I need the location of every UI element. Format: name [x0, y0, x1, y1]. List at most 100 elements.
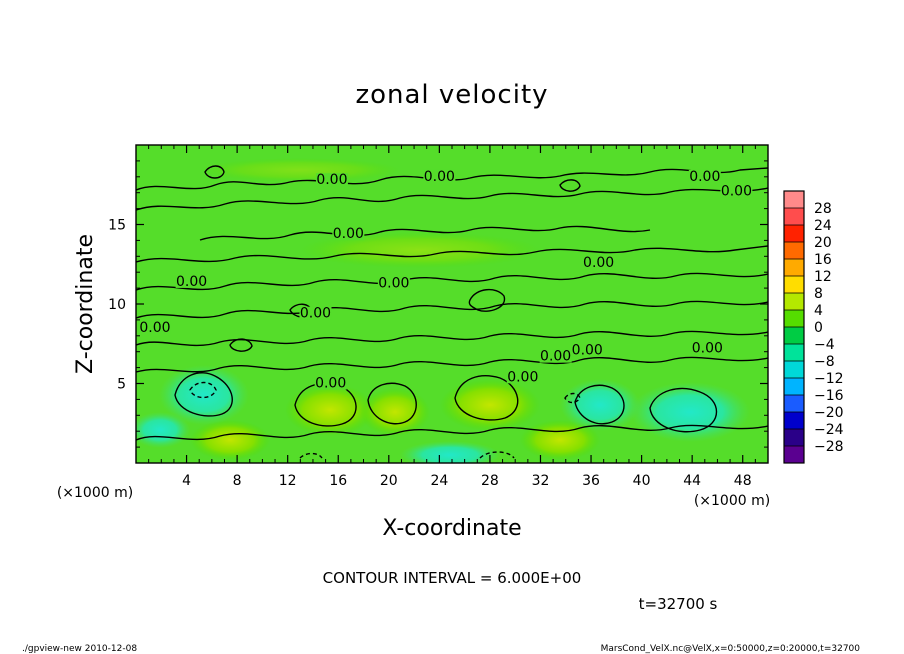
contour-line [136, 187, 768, 211]
contour-line [454, 375, 519, 421]
contour-label: 0.00 [689, 169, 720, 185]
contour-line [136, 424, 768, 441]
contour-line [299, 452, 323, 459]
colorbar-swatch [784, 395, 804, 413]
x-tick-label: 24 [430, 473, 448, 489]
colorbar-label: 12 [814, 269, 832, 285]
chart-title: zonal velocity [355, 80, 548, 110]
contour-label: 0.00 [176, 274, 207, 290]
contour-line [136, 300, 768, 319]
contour-label: 0.00 [300, 306, 331, 322]
positive-anomaly [300, 232, 540, 268]
colorbar-label: −12 [814, 371, 844, 387]
contour-label-bg [582, 255, 615, 269]
colorbar-label: −16 [814, 388, 844, 404]
x-tick-label: 36 [582, 473, 600, 489]
colorbar-swatch [784, 344, 804, 362]
x-tick-label: 16 [329, 473, 347, 489]
y-tick-label: 5 [117, 377, 126, 393]
colorbar-label: −4 [814, 337, 835, 353]
colorbar-swatch [784, 446, 804, 464]
positive-anomaly [440, 379, 540, 431]
contour-label-bg [332, 227, 365, 241]
colorbar-swatch [784, 361, 804, 379]
colorbar-swatch [784, 429, 804, 447]
x-tick-label: 12 [279, 473, 297, 489]
x-tick-label: 20 [380, 473, 398, 489]
contour-label: 0.00 [378, 276, 409, 292]
positive-anomaly [200, 158, 400, 182]
colorbar-label: −8 [814, 354, 835, 370]
contour-label-bg [175, 274, 208, 288]
contour-label: 0.00 [692, 341, 723, 357]
x-axis-unit: (×1000 m) [57, 485, 133, 501]
negative-anomaly [159, 365, 249, 425]
contour-line [294, 382, 357, 427]
x-tick-label: 4 [182, 473, 191, 489]
y-tick-label: 10 [108, 297, 126, 313]
contour-label: 0.00 [721, 183, 752, 199]
x-tick-label: 48 [734, 473, 752, 489]
contour-line [559, 179, 581, 192]
negative-anomaly [136, 412, 190, 448]
contour-line [574, 384, 625, 425]
colorbar-swatch [784, 259, 804, 277]
positive-anomaly [190, 420, 270, 460]
colorbar-label: 24 [814, 218, 832, 234]
contour-label: 0.00 [540, 349, 571, 365]
y-tick-label: 15 [108, 218, 126, 234]
colorbar-swatch [784, 310, 804, 328]
contour-line [136, 356, 768, 373]
colorbar-swatch [784, 191, 804, 209]
contour-line [136, 245, 768, 263]
contour-label-bg [506, 370, 539, 384]
contour-label-bg [688, 169, 721, 183]
contour-line [204, 165, 225, 179]
contour-line [229, 338, 253, 352]
negative-anomaly [560, 379, 640, 431]
contour-line [479, 451, 515, 459]
contour-line [174, 372, 233, 417]
colorbar-label: 4 [814, 303, 823, 319]
x-tick-label: 40 [633, 473, 651, 489]
colorbar-label: 0 [814, 320, 823, 336]
contour-label-bg [315, 173, 348, 187]
colorbar-label: 20 [814, 235, 832, 251]
colorbar-label: −20 [814, 405, 844, 421]
colorbar-swatch [784, 208, 804, 226]
colorbar-swatch [784, 327, 804, 345]
x-tick-label: 44 [683, 473, 701, 489]
contour-label-bg [138, 321, 171, 335]
contour-label: 0.00 [139, 320, 170, 336]
x-axis-ticks: 4 8 12 16 20 24 28 32 36 40 44 48 [148, 145, 756, 489]
colorbar-swatch [784, 276, 804, 294]
contour-label-bg [539, 349, 572, 363]
colorbar-swatch [784, 225, 804, 243]
footer-right: MarsCond_VelX.nc@VelX,x=0:50000,z=0:2000… [601, 644, 861, 654]
contour-label-bg [314, 376, 347, 390]
contour-line [367, 382, 417, 425]
contour-interval-text: CONTOUR INTERVAL = 6.000E+00 [323, 569, 582, 587]
contour-label-bg [691, 341, 724, 355]
contour-label: 0.00 [583, 255, 614, 271]
colorbar-label: 28 [814, 201, 832, 217]
contour-line [136, 272, 768, 291]
contour-label: 0.00 [315, 376, 346, 392]
contour-label: 0.00 [507, 369, 538, 385]
contour-labels: 0.00 0.00 0.000.000.000.000.000.000.000.00… [138, 169, 753, 392]
x-tick-label: 8 [233, 473, 242, 489]
positive-anomaly [360, 388, 430, 436]
footer-left: ./gpview-new 2010-12-08 [22, 644, 137, 654]
contour-label-bg [423, 169, 456, 183]
colorbar-swatch [784, 242, 804, 260]
y-axis-title: Z-coordinate [73, 234, 98, 374]
contour-label: 0.00 [424, 169, 455, 185]
time-label: t=32700 s [639, 595, 718, 613]
colorbar-swatch [784, 293, 804, 311]
contour-line [468, 289, 506, 312]
contour-line [136, 330, 768, 347]
contour-label-bg [377, 276, 410, 290]
contour-label-bg [299, 306, 332, 320]
